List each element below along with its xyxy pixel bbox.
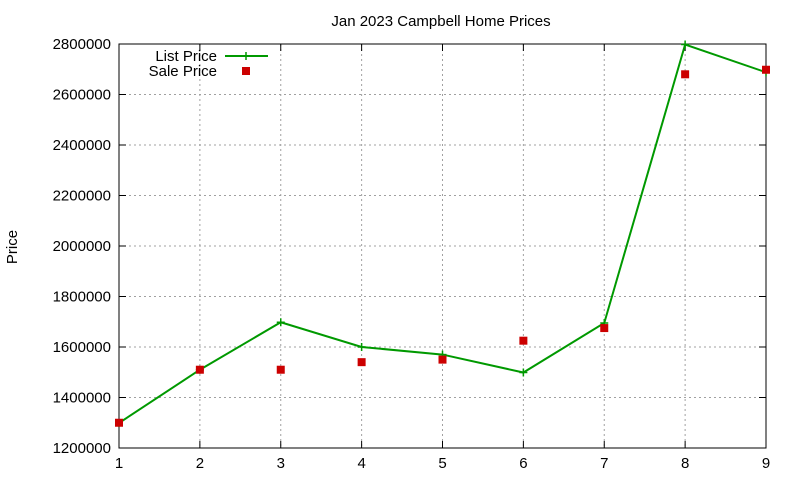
sale-price-point: [357, 358, 366, 367]
y-tick-label: 2600000: [53, 87, 111, 104]
chart-title: Jan 2023 Campbell Home Prices: [331, 13, 550, 30]
x-tick-label: 5: [438, 455, 446, 472]
list-price-point: [357, 343, 366, 351]
y-tick-label: 2000000: [53, 238, 111, 255]
x-tick-label: 2: [196, 455, 204, 472]
sale-price-point: [195, 365, 204, 374]
x-tick-label: 9: [762, 455, 770, 472]
series: [115, 40, 770, 428]
legend-label: Sale Price: [149, 63, 217, 80]
x-tick-label: 7: [600, 455, 608, 472]
y-tick-label: 1200000: [53, 440, 111, 457]
y-tick-label: 1400000: [53, 390, 111, 407]
x-tick-label: 6: [519, 455, 527, 472]
sale-price-point: [762, 65, 770, 74]
list-price-point: [519, 368, 528, 377]
sale-price-point: [276, 365, 285, 374]
legend-label: List Price: [155, 48, 217, 65]
axes: 1200000 1400000 1600000 1800000 2000000 22000…: [53, 36, 771, 472]
y-tick-label: 1800000: [53, 289, 111, 306]
x-tick-label: 1: [115, 455, 123, 472]
list-price-point: [276, 318, 285, 327]
sale-price-point: [681, 70, 690, 79]
sale-price-point: [438, 355, 447, 364]
sale-price-point: [115, 418, 123, 427]
y-axis-label: Price: [4, 230, 21, 264]
x-tick-label: 3: [277, 455, 285, 472]
x-tick-label: 8: [681, 455, 689, 472]
sale-price-point: [600, 324, 609, 333]
y-tick-label: 2400000: [53, 137, 111, 154]
x-tick-label: 4: [357, 455, 365, 472]
list-price-point: [681, 40, 690, 49]
y-tick-label: 2800000: [53, 36, 111, 53]
list-price-line: [118, 43, 767, 424]
grid: [119, 44, 766, 448]
sale-price-point: [519, 336, 528, 345]
legend-square-sample: [242, 67, 250, 75]
y-tick-label: 1600000: [53, 339, 111, 356]
y-tick-label: 2200000: [53, 188, 111, 205]
